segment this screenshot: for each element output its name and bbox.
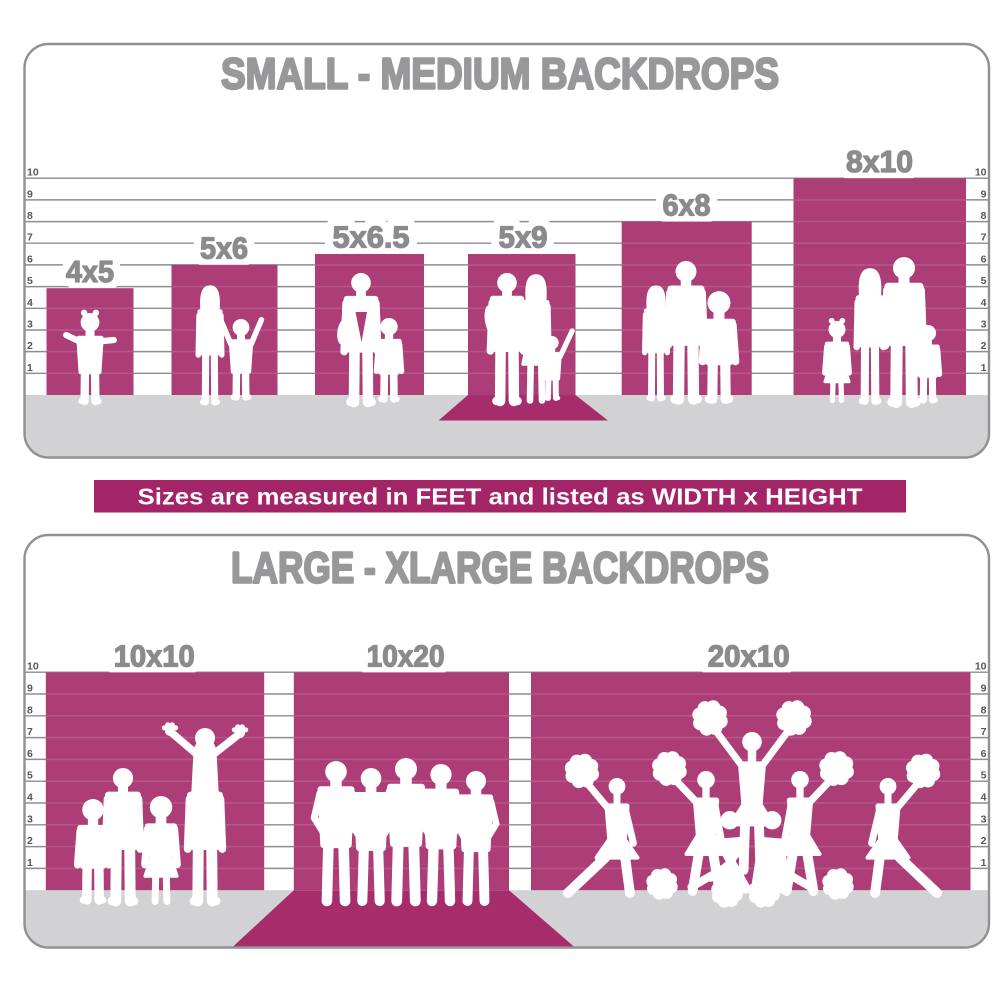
svg-text:8: 8 xyxy=(27,210,33,222)
svg-text:SMALL - MEDIUM BACKDROPS: SMALL - MEDIUM BACKDROPS xyxy=(221,49,779,98)
svg-text:7: 7 xyxy=(27,232,33,244)
svg-text:2: 2 xyxy=(981,835,987,847)
svg-text:5x9: 5x9 xyxy=(499,221,548,255)
svg-text:5: 5 xyxy=(981,770,987,782)
svg-text:5: 5 xyxy=(27,770,33,782)
svg-text:1: 1 xyxy=(27,362,33,374)
svg-text:6x8: 6x8 xyxy=(663,188,711,222)
svg-text:2: 2 xyxy=(27,835,33,847)
svg-text:4: 4 xyxy=(27,297,33,309)
svg-text:10: 10 xyxy=(975,661,987,673)
svg-text:3: 3 xyxy=(981,813,987,825)
svg-text:6: 6 xyxy=(981,748,987,760)
svg-text:7: 7 xyxy=(981,726,987,738)
svg-text:10: 10 xyxy=(27,661,39,673)
svg-text:8x10: 8x10 xyxy=(846,145,913,179)
svg-text:9: 9 xyxy=(981,683,987,695)
svg-text:6: 6 xyxy=(27,253,33,265)
svg-text:5x6: 5x6 xyxy=(200,232,248,266)
svg-text:10x20: 10x20 xyxy=(367,640,445,674)
svg-text:20x10: 20x10 xyxy=(708,640,790,674)
svg-text:8: 8 xyxy=(981,210,987,222)
svg-text:5: 5 xyxy=(981,275,987,287)
svg-text:8: 8 xyxy=(27,704,33,716)
svg-text:1: 1 xyxy=(981,362,987,374)
svg-text:6: 6 xyxy=(27,748,33,760)
svg-text:6: 6 xyxy=(981,253,987,265)
svg-text:7: 7 xyxy=(27,726,33,738)
svg-text:10: 10 xyxy=(975,167,987,179)
svg-text:Sizes are measured in FEET and: Sizes are measured in FEET and listed as… xyxy=(138,484,864,510)
svg-text:1: 1 xyxy=(27,857,33,869)
svg-text:4: 4 xyxy=(981,792,987,804)
svg-text:5: 5 xyxy=(27,275,33,287)
svg-text:3: 3 xyxy=(27,319,33,331)
svg-text:3: 3 xyxy=(981,319,987,331)
svg-text:4x5: 4x5 xyxy=(66,255,114,289)
svg-text:8: 8 xyxy=(981,704,987,716)
svg-text:4: 4 xyxy=(981,297,987,309)
svg-text:3: 3 xyxy=(27,813,33,825)
svg-text:7: 7 xyxy=(981,232,987,244)
svg-text:1: 1 xyxy=(981,857,987,869)
svg-text:5x6.5: 5x6.5 xyxy=(333,221,410,255)
svg-text:2: 2 xyxy=(27,340,33,352)
svg-text:9: 9 xyxy=(27,188,33,200)
svg-text:9: 9 xyxy=(981,188,987,200)
svg-text:LARGE - XLARGE BACKDROPS: LARGE - XLARGE BACKDROPS xyxy=(231,544,769,593)
svg-text:10x10: 10x10 xyxy=(114,640,195,674)
svg-text:4: 4 xyxy=(27,792,33,804)
svg-text:9: 9 xyxy=(27,683,33,695)
svg-text:2: 2 xyxy=(981,340,987,352)
svg-text:10: 10 xyxy=(27,167,39,179)
